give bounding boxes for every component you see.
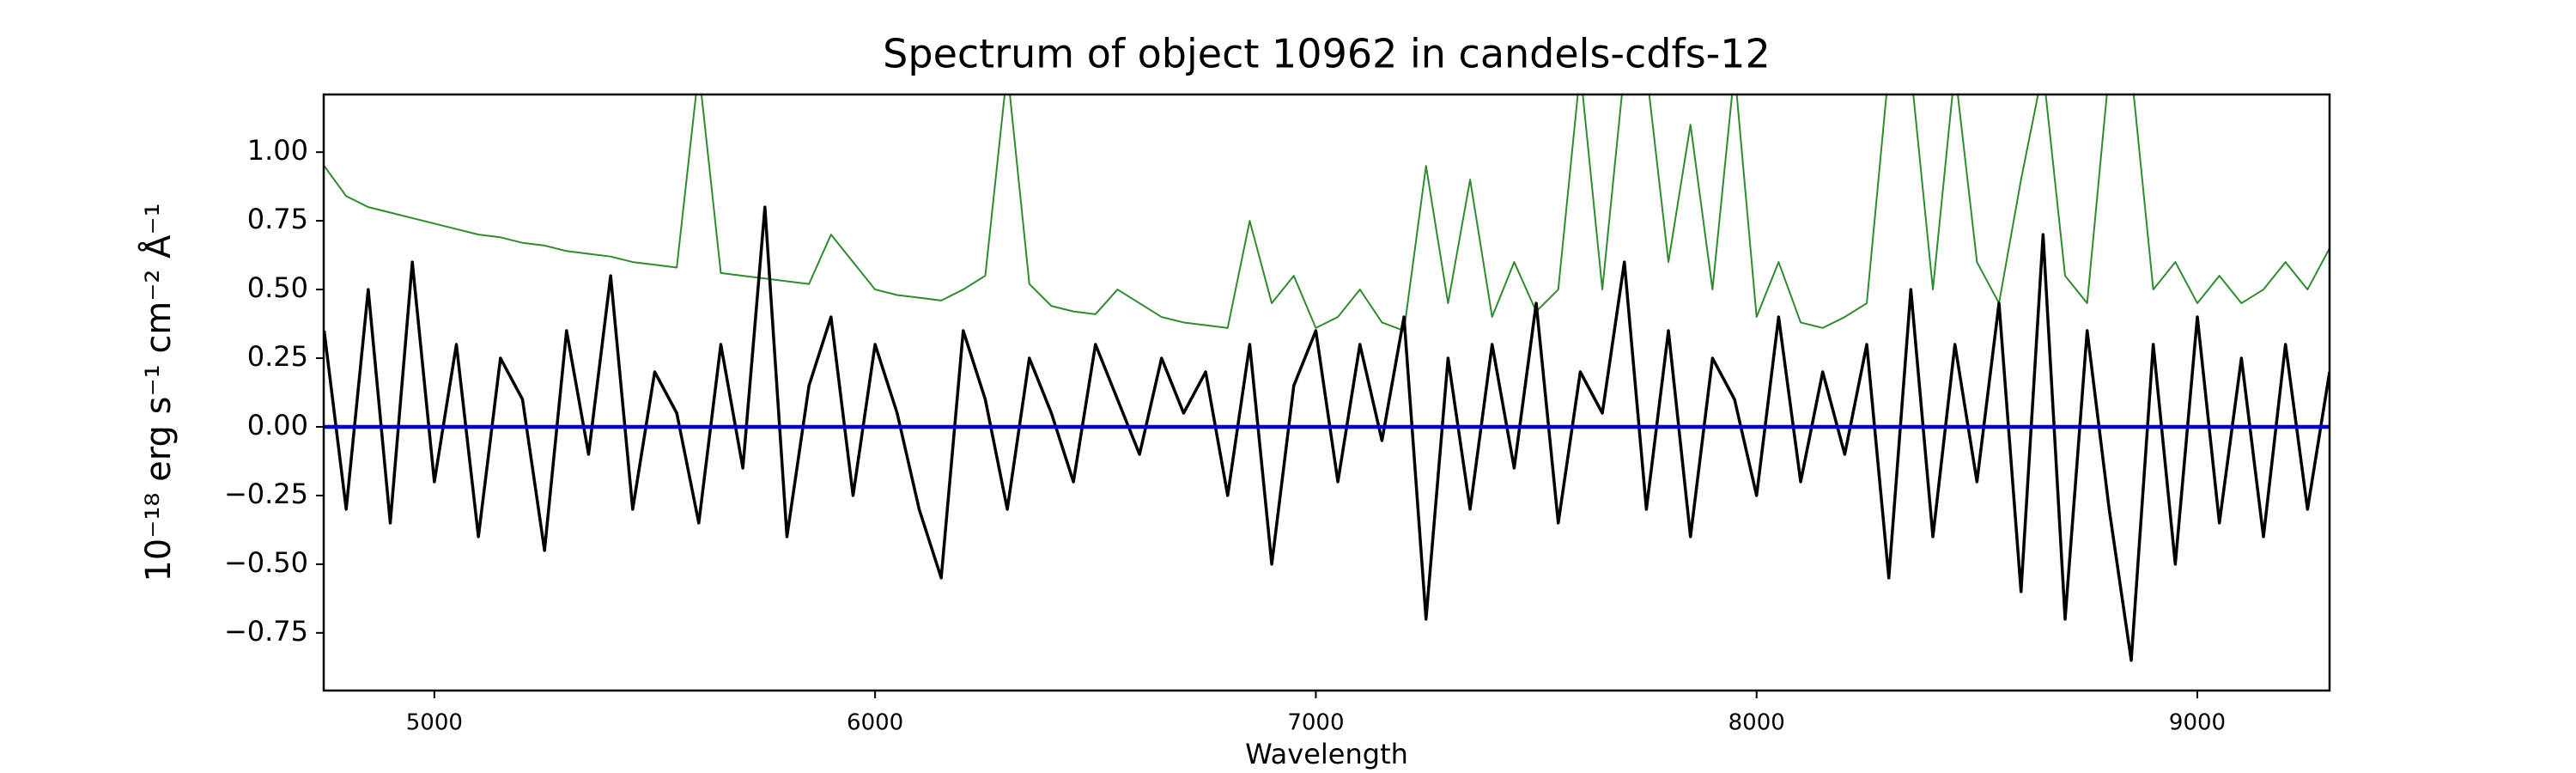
y-tick-label: 0.00	[247, 409, 308, 441]
y-tick-label: 0.50	[247, 271, 308, 304]
y-tick-label: −0.25	[224, 478, 308, 510]
x-tick-label: 9000	[2169, 710, 2226, 736]
y-tick-label: −0.75	[224, 615, 308, 648]
axes-frame	[322, 93, 2331, 692]
spectrum-line	[324, 94, 2330, 332]
x-tick-label: 5000	[406, 710, 463, 736]
y-axis-label: 10⁻¹⁸ erg s⁻¹ cm⁻² Å⁻¹	[137, 203, 179, 581]
spectrum-line	[324, 205, 2330, 662]
x-tick-label: 7000	[1287, 710, 1344, 736]
x-tick-label: 6000	[847, 710, 903, 736]
y-tick-label: 0.75	[247, 203, 308, 235]
x-tick-label: 8000	[1728, 710, 1785, 736]
x-axis-label: Wavelength	[1245, 738, 1408, 770]
chart-title: Spectrum of object 10962 in candels-cdfs…	[883, 31, 1771, 77]
y-tick-label: 0.25	[247, 340, 308, 373]
plot-area	[324, 94, 2330, 662]
y-tick-label: 1.00	[247, 134, 308, 167]
y-tick-label: −0.50	[224, 546, 308, 579]
